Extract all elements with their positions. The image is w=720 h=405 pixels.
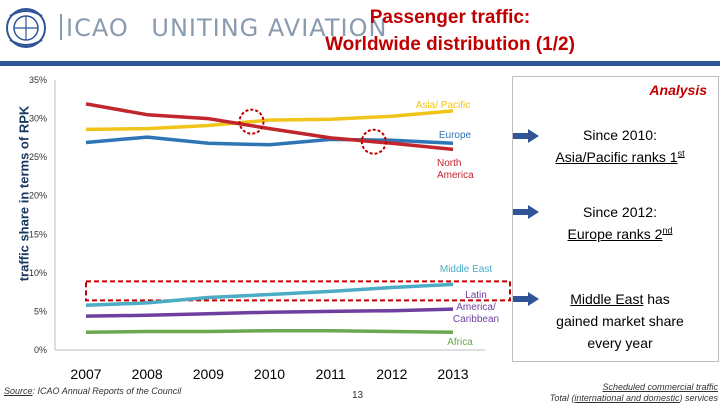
x-tick-label: 2009 (193, 366, 224, 382)
x-tick-label: 2010 (254, 366, 285, 382)
y-tick-label: 10% (29, 268, 47, 278)
series-label: America (437, 170, 474, 181)
series-label: Africa (447, 337, 473, 348)
series-label: Asia/ Pacific (416, 100, 470, 111)
analysis-bullet-europe: Since 2012: Europe ranks 2nd (536, 201, 704, 245)
y-tick-label: 5% (34, 306, 47, 316)
logo-icao: ICAO (66, 14, 129, 42)
analysis-panel (512, 76, 719, 362)
bullet-europe-sup: nd (662, 225, 673, 236)
series-label: Middle East (440, 264, 492, 275)
arrow-right-icon (513, 292, 539, 306)
bullet-europe-line-2: Europe ranks 2 (567, 226, 663, 242)
crossover-highlight-circle (238, 108, 265, 135)
bullet-europe-line-1: Since 2012: (583, 204, 657, 220)
x-tick-label: 2011 (316, 366, 346, 382)
footnote-suffix: ) services (679, 393, 718, 403)
header-rule (0, 61, 720, 66)
arrow-right-icon (513, 205, 539, 219)
series-label: Europe (439, 130, 472, 141)
bullet-asia-sup: st (677, 148, 685, 159)
x-tick-label: 2007 (70, 366, 101, 382)
source-label: Source (4, 386, 33, 396)
source-text: : ICAO Annual Reports of the Council (32, 386, 182, 396)
x-tick-label: 2013 (437, 366, 468, 382)
bullet-me-rest: has (643, 291, 670, 307)
bullet-me-line-3: every year (587, 335, 653, 351)
icao-emblem-icon (6, 8, 46, 48)
bullet-me-underlined: Middle East (570, 291, 644, 307)
series-line (85, 102, 454, 152)
source-note: Source: ICAO Annual Reports of the Counc… (4, 386, 181, 396)
series-line (85, 307, 454, 318)
crossover-highlight-circle (360, 128, 387, 155)
series-label: Latin (465, 290, 487, 301)
title-line-1: Passenger traffic: (369, 7, 531, 28)
series-label: America/ (456, 302, 496, 313)
footnote-underlined: international and domestic (574, 393, 680, 403)
bullet-asia-line-1: Since 2010: (583, 127, 657, 143)
arrow-right-icon (513, 129, 539, 143)
y-tick-label: 35% (29, 75, 47, 85)
analysis-bullet-asia: Since 2010: Asia/Pacific ranks 1st (536, 124, 704, 168)
series-line (85, 282, 454, 308)
bullet-asia-line-2: Asia/Pacific ranks 1 (555, 149, 678, 165)
footnote-line-1: Scheduled commercial traffic (602, 382, 718, 392)
title-line-2: Worldwide distribution (1/2) (325, 34, 575, 55)
y-tick-label: 25% (29, 152, 47, 162)
middle-east-highlight-box (85, 280, 511, 302)
bullet-me-line-2: gained market share (556, 313, 684, 329)
series-label: Caribbean (453, 314, 499, 325)
y-tick-label: 0% (34, 345, 47, 355)
logo-text: ICAO UNITING AVIATION (50, 14, 387, 42)
logo-tagline: UNITING AVIATION (151, 14, 388, 42)
x-tick-label: 2008 (132, 366, 163, 382)
analysis-bullet-middle-east: Middle East has gained market share ever… (536, 288, 704, 354)
traffic-footnote: Scheduled commercial traffic Total (inte… (480, 382, 718, 404)
series-line (85, 328, 454, 335)
logo-separator (60, 14, 62, 40)
page-title: Passenger traffic: Worldwide distributio… (300, 4, 600, 58)
analysis-title: Analysis (649, 82, 707, 98)
y-tick-label: 30% (29, 114, 47, 124)
footnote-prefix: Total ( (549, 393, 575, 403)
series-label: North (437, 158, 461, 169)
y-tick-label: 15% (29, 229, 47, 239)
page-number: 13 (352, 390, 364, 401)
x-tick-label: 2012 (376, 366, 407, 382)
y-tick-label: 20% (29, 191, 47, 201)
